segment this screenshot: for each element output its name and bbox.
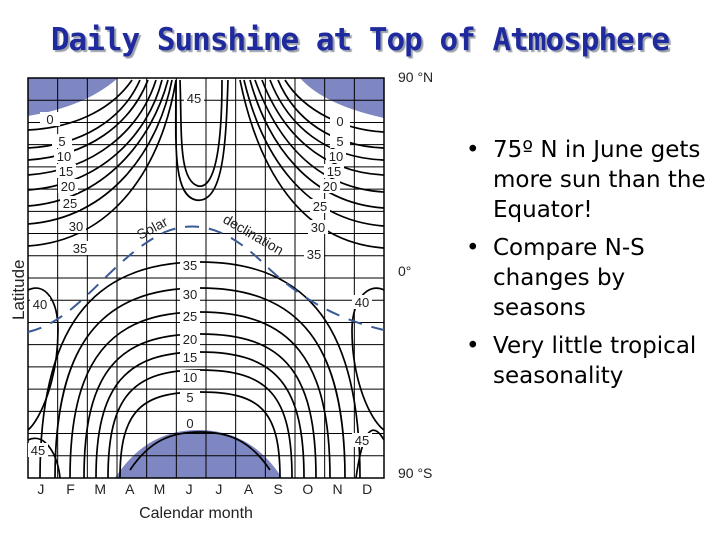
contour-label: 40 (355, 295, 369, 310)
contour-label: 10 (329, 149, 343, 164)
month-label: S (273, 481, 282, 497)
x-axis-label: Calendar month (139, 505, 253, 522)
contour-label-bg (180, 370, 200, 384)
contour-label: 5 (186, 390, 193, 405)
contour-label-bg (180, 350, 200, 364)
bullet-item: • Very little tropical seasonality (466, 331, 711, 391)
month-label: A (244, 481, 254, 497)
contour-label: 20 (323, 179, 337, 194)
contour-label: 15 (327, 164, 341, 179)
contour-label-bg (324, 164, 344, 178)
contour-label-bg (180, 416, 200, 430)
contour-label: 20 (61, 179, 75, 194)
slide-title: Daily Sunshine at Top of Atmosphere (50, 22, 670, 58)
bullet-item: • 75º N in June gets more sun than the Eq… (466, 135, 711, 225)
month-label: J (37, 481, 44, 497)
contour-label: 45 (355, 433, 369, 448)
contour-label: 15 (183, 350, 197, 365)
month-label: M (154, 481, 166, 497)
lat-label-south: 90 °S (398, 465, 432, 481)
contour-label-bg (52, 134, 72, 148)
contour-label-bg (352, 433, 372, 447)
contour-label: 30 (183, 287, 197, 302)
contour-label-bg (326, 149, 346, 163)
contour-label-bg (28, 443, 48, 457)
contour-label: 45 (31, 443, 45, 458)
contour-label-bg (184, 91, 204, 105)
solar-declination-curve (27, 225, 385, 333)
insolation-contour-diagram: 90 °N 0° 90 °S Latitude Calendar month S… (9, 69, 433, 522)
bullet-list: • 75º N in June gets more sun than the Eq… (466, 135, 711, 399)
contour-label: 35 (307, 247, 321, 262)
declination-label: declination (221, 211, 287, 258)
plot-frame (27, 77, 385, 479)
contour-label: 0 (186, 416, 193, 431)
contour-label-bg (308, 220, 328, 234)
bullet-item: • Compare N-S changes by seasons (466, 233, 711, 323)
lat-label-equator: 0° (398, 263, 411, 279)
contour-label: 15 (59, 164, 73, 179)
lat-label-north: 90 °N (398, 69, 433, 85)
month-label: A (125, 481, 135, 497)
contour-label: 40 (33, 297, 47, 312)
y-axis-label: Latitude (9, 260, 28, 321)
contour-label-bg (180, 332, 200, 346)
contour-label: 5 (336, 134, 343, 149)
contour-label-bg (58, 179, 78, 193)
bullet-dot: • (466, 137, 480, 163)
contour-label-bg (60, 196, 80, 210)
contour-label: 35 (183, 258, 197, 273)
contour-label: 25 (313, 199, 327, 214)
contour-label-bg (180, 258, 200, 272)
contour-label: 25 (63, 196, 77, 211)
contour-label: 30 (311, 220, 325, 235)
polar-night-north-left (28, 78, 118, 116)
contour-label-bg (330, 114, 350, 128)
contour-label: 5 (58, 134, 65, 149)
contour-label-bg (304, 247, 324, 261)
month-label: D (362, 481, 372, 497)
bullet-text: 75º N in June gets more sun than the Equ… (493, 137, 706, 223)
contour-label: 10 (57, 149, 71, 164)
contour-label-bg (310, 199, 330, 213)
contour-label-bg (70, 241, 90, 255)
month-label: O (302, 481, 313, 497)
contour-label: 45 (187, 91, 201, 106)
contour-label-bg (56, 164, 76, 178)
month-label: N (332, 481, 342, 497)
bullet-dot: • (466, 333, 480, 359)
contour-label: 30 (69, 219, 83, 234)
contour-label-bg (320, 179, 340, 193)
month-label: F (66, 481, 75, 497)
polar-night-north-right (300, 78, 384, 118)
contour-label: 25 (183, 309, 197, 324)
contour-label: 20 (183, 332, 197, 347)
contour-label: 35 (73, 241, 87, 256)
contour-label-bg (30, 297, 50, 311)
contour-label-bg (352, 295, 372, 309)
contour-label: 0 (46, 112, 53, 127)
bullet-dot: • (466, 235, 480, 261)
month-label: J (186, 481, 193, 497)
contour-label: 0 (336, 114, 343, 129)
month-label: J (215, 481, 222, 497)
contour-label-bg (180, 390, 200, 404)
contour-label-bg (54, 149, 74, 163)
contour-label: 10 (183, 370, 197, 385)
contour-label-bg (66, 219, 86, 233)
bullet-text: Compare N-S changes by seasons (493, 235, 645, 321)
bullet-text: Very little tropical seasonality (493, 333, 697, 389)
contour-label-bg (180, 309, 200, 323)
contour-label-bg (40, 112, 60, 126)
contour-labels: J F M A M J J A S O N D0510152025303505101520253035… (28, 91, 372, 497)
contour-label-bg (330, 134, 350, 148)
month-label: M (94, 481, 106, 497)
contour-label-bg (180, 287, 200, 301)
